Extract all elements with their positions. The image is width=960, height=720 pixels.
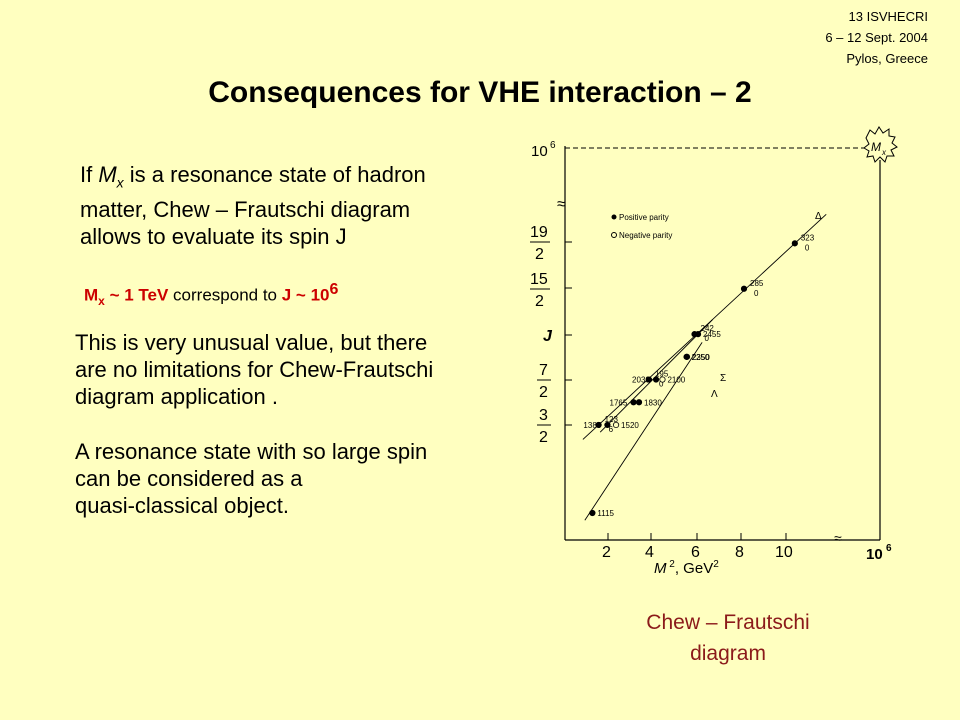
y-tick-7-2: 7	[539, 362, 548, 379]
legend-positive: Positive parity	[619, 213, 669, 222]
data-point	[630, 399, 637, 406]
point-label: 2030	[632, 376, 650, 385]
svg-text:2: 2	[535, 293, 544, 310]
point-label: 285 0	[750, 279, 764, 298]
x-tick-4: 4	[645, 544, 654, 561]
text: If	[80, 162, 99, 187]
data-point	[645, 376, 653, 383]
conference-info: 13 ISVHECRI 6 – 12 Sept. 2004 Pylos, Gre…	[825, 6, 928, 69]
legend-negative: Negative parity	[619, 231, 672, 240]
text: can be considered as a	[75, 466, 303, 491]
point-label: 2100	[667, 376, 685, 385]
spin-exponent: 6	[329, 281, 339, 298]
y-tick-3-2: 3	[539, 407, 548, 424]
data-point	[791, 240, 798, 247]
mx-symbol: M	[98, 162, 117, 187]
diagram-caption: Chew – Frautschi diagram	[598, 607, 858, 669]
paragraph-resonance: If Mx is a resonance state of hadron mat…	[80, 161, 426, 250]
text: is a resonance state of hadron	[123, 162, 426, 187]
spin-value: J ~ 10	[281, 285, 330, 305]
conference-location: Pylos, Greece	[846, 51, 928, 66]
point-label: 2455	[703, 330, 721, 339]
text: diagram application .	[75, 384, 279, 409]
trajectory-label-lambda: Λ	[711, 389, 718, 400]
x-tick-6: 6	[691, 544, 700, 561]
data-point	[659, 376, 666, 383]
text: allows to evaluate its spin J	[80, 224, 347, 250]
svg-text:2: 2	[539, 384, 548, 401]
data-point	[612, 421, 620, 429]
caption-line: Chew – Frautschi	[646, 611, 810, 634]
point-label: 2250	[692, 353, 710, 362]
point-label: 2350	[692, 353, 710, 362]
mx-subscript: x	[98, 294, 105, 309]
mx-subscript: x	[116, 174, 124, 191]
svg-text:6: 6	[886, 543, 892, 554]
text: matter, Chew – Frautschi diagram	[80, 197, 411, 223]
data-point	[683, 353, 691, 360]
data-point	[652, 376, 660, 383]
mx-annotation: M	[871, 140, 881, 154]
paragraph-quasi-classical: A resonance state with so large spin can…	[75, 438, 427, 519]
point-label: 1830	[644, 398, 662, 407]
svg-text:2: 2	[539, 429, 548, 446]
legend-negative-marker	[611, 232, 617, 238]
text: This is very unusual value, but there	[75, 330, 428, 355]
text: A resonance state with so large spin	[75, 439, 428, 464]
legend-positive-marker	[611, 214, 617, 220]
axis-break-y: ≈	[557, 196, 566, 213]
trajectory-label-delta: Δ	[815, 211, 822, 222]
point-label: 1385	[583, 421, 601, 430]
point-label: 1115	[597, 509, 614, 518]
svg-text:2: 2	[535, 246, 544, 263]
trajectory-line	[584, 342, 703, 521]
svg-text:x: x	[881, 148, 887, 157]
x-tick-10: 10	[775, 544, 793, 561]
x-axis-label: M 2, GeV2	[654, 559, 719, 577]
point-label: 123 6	[605, 415, 619, 434]
trajectory-line	[599, 319, 713, 433]
data-point	[595, 421, 602, 429]
text: quasi-classical object.	[75, 493, 289, 518]
x-tick-1e6: 10	[866, 546, 883, 563]
point-label: 323 0	[801, 233, 815, 252]
slide-title: Consequences for VHE interaction – 2	[208, 76, 752, 109]
trajectory-label-sigma: Σ	[720, 373, 726, 384]
point-label: 1765	[610, 398, 628, 407]
text: correspond to	[168, 285, 282, 305]
mx-symbol: M	[84, 285, 99, 305]
axis-break-x: ≈	[834, 530, 842, 546]
conference-name: 13 ISVHECRI	[848, 9, 928, 24]
x-tick-8: 8	[735, 544, 744, 561]
data-point	[740, 285, 748, 292]
x-tick-2: 2	[602, 544, 611, 561]
svg-text:6: 6	[550, 140, 556, 151]
caption-line: diagram	[690, 642, 766, 665]
y-tick-1e6: 10	[531, 143, 548, 160]
point-label: 195 0	[655, 370, 669, 389]
paragraph-unusual: This is very unusual value, but there ar…	[75, 329, 433, 410]
y-tick-19-2: 19	[530, 224, 548, 241]
trajectory-line	[582, 213, 827, 440]
y-axis-label: J	[543, 328, 553, 345]
data-point	[604, 421, 611, 429]
data-point	[694, 331, 702, 338]
point-label: 1520	[621, 421, 639, 430]
data-point	[635, 399, 643, 406]
mx-cloud	[863, 126, 898, 163]
data-point	[589, 509, 596, 517]
y-tick-15-2: 15	[530, 271, 548, 288]
mx-statement: Mx ~ 1 TeV correspond to J ~ 106	[84, 276, 338, 315]
conference-dates: 6 – 12 Sept. 2004	[825, 30, 928, 45]
mass-value: ~ 1 TeV	[104, 285, 169, 305]
text: are no limitations for Chew-Frautschi	[75, 357, 434, 382]
point-label: 242 0	[701, 324, 715, 343]
